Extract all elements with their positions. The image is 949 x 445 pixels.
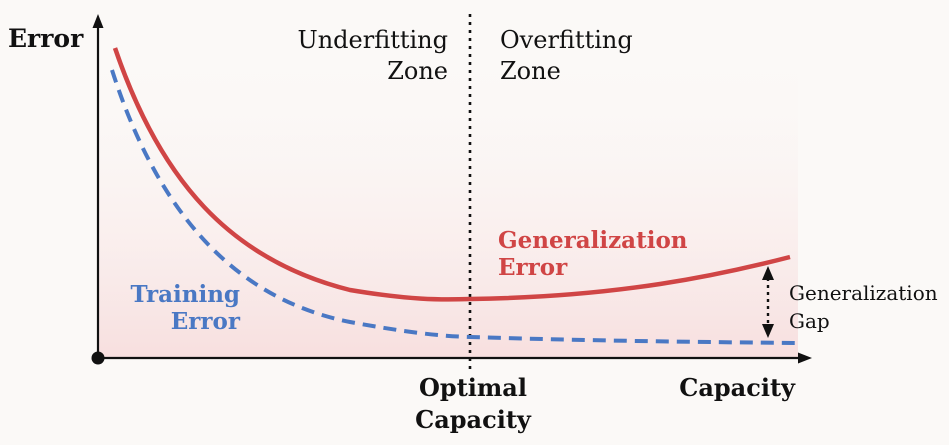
- underfitting-zone-label-line1: Underfitting: [297, 26, 448, 54]
- overfitting-zone-label-line2: Zone: [500, 57, 561, 85]
- training-error-curve: [110, 69, 796, 345]
- generalization-error-curve: [112, 47, 791, 302]
- gap-arrowhead-bottom: [762, 324, 774, 338]
- generalization-error-label-line2: Error: [498, 254, 568, 281]
- optimal-capacity-label-line2: Capacity: [415, 405, 532, 434]
- optimal-capacity-label-line1: Optimal: [419, 373, 527, 402]
- plot-area-shading: [98, 40, 798, 358]
- training-error-label-line1: Training: [131, 281, 240, 308]
- overfitting-zone-label-line1: Overfitting: [500, 26, 633, 54]
- x-axis-arrow: [798, 352, 812, 364]
- origin-dot: [91, 351, 105, 365]
- y-axis-arrow: [92, 14, 104, 28]
- generalization-error-label-line1: Generalization: [498, 227, 688, 254]
- gap-arrowhead-top: [762, 266, 774, 280]
- generalization-gap-label-line1: Generalization: [789, 281, 938, 305]
- x-axis-label: Capacity: [679, 373, 796, 402]
- y-axis-label: Error: [8, 24, 84, 53]
- underfitting-zone-label-line2: Zone: [387, 57, 448, 85]
- training-error-label-line2: Error: [171, 308, 241, 335]
- generalization-gap-label-line2: Gap: [789, 309, 830, 333]
